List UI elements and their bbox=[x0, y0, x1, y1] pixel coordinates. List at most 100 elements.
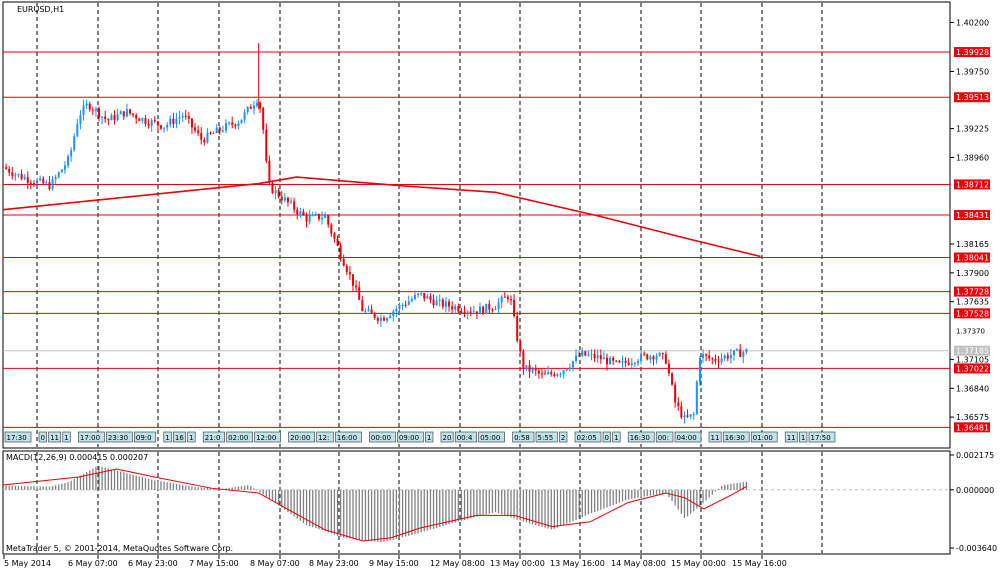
price-tick-label: 1.39225 bbox=[956, 125, 989, 134]
candle-body bbox=[110, 115, 113, 121]
event-marker-label: 01:00 bbox=[753, 434, 773, 442]
event-marker-label: 1 bbox=[189, 434, 193, 442]
candle-body bbox=[401, 304, 404, 306]
candle-body bbox=[398, 304, 401, 309]
candle-body bbox=[441, 299, 444, 307]
event-marker bbox=[288, 431, 315, 443]
level-price-label: 1.38431 bbox=[956, 211, 989, 220]
event-marker-label: 2 bbox=[561, 434, 565, 442]
event-marker-label: 0 bbox=[605, 434, 609, 442]
event-marker bbox=[316, 431, 334, 443]
candle-body bbox=[720, 358, 723, 362]
level-price-tag bbox=[954, 363, 990, 374]
candle-body bbox=[128, 109, 131, 114]
candle-body bbox=[500, 296, 503, 303]
candle-body bbox=[736, 349, 739, 351]
candle-body bbox=[435, 300, 438, 306]
candle-body bbox=[745, 349, 748, 353]
candle-body bbox=[178, 117, 181, 119]
candle-body bbox=[286, 197, 289, 203]
event-marker bbox=[38, 431, 47, 443]
candle-body bbox=[522, 351, 525, 369]
candle-body bbox=[698, 357, 701, 382]
candle-body bbox=[249, 106, 252, 109]
candle-body bbox=[417, 293, 420, 295]
event-marker bbox=[173, 431, 186, 443]
event-marker-label: 16:30 bbox=[725, 434, 745, 442]
candle-body bbox=[708, 355, 711, 359]
candle-body bbox=[584, 351, 587, 356]
price-tick-label: 1.38165 bbox=[956, 240, 989, 249]
event-marker-label: 05:00 bbox=[480, 434, 500, 442]
current-price-tag bbox=[954, 345, 990, 356]
candle-body bbox=[231, 122, 234, 125]
event-marker-label: 1 bbox=[64, 434, 68, 442]
candle-body bbox=[599, 355, 602, 360]
candle-body bbox=[88, 103, 91, 110]
event-marker-label: 02:05 bbox=[577, 434, 597, 442]
candle-body bbox=[54, 177, 57, 180]
event-marker-label: 09:0 bbox=[136, 434, 152, 442]
candle-body bbox=[593, 353, 596, 359]
candle-body bbox=[76, 123, 79, 137]
candle-body bbox=[444, 301, 447, 307]
event-marker-label: 00:4 bbox=[457, 434, 473, 442]
candle-body bbox=[646, 354, 649, 360]
candle-body bbox=[175, 118, 178, 124]
candle-body bbox=[259, 102, 262, 109]
candle-body bbox=[203, 139, 206, 143]
price-pane-frame bbox=[2, 1, 951, 449]
candle-body bbox=[742, 352, 745, 357]
candle-body bbox=[321, 217, 324, 220]
candle-body bbox=[407, 301, 410, 305]
event-marker bbox=[535, 431, 558, 443]
event-marker bbox=[612, 431, 621, 443]
candle-body bbox=[376, 317, 379, 321]
candle-body bbox=[339, 245, 342, 259]
candle-body bbox=[624, 360, 627, 363]
candle-body bbox=[457, 306, 460, 312]
level-price-tag bbox=[954, 47, 990, 58]
candle-body bbox=[308, 215, 311, 222]
candle-body bbox=[32, 183, 35, 185]
candle-body bbox=[348, 272, 351, 275]
candle-body bbox=[243, 112, 246, 120]
candle-body bbox=[101, 116, 104, 118]
candle-body bbox=[314, 213, 317, 215]
candle-body bbox=[246, 106, 249, 113]
candle-body bbox=[147, 123, 150, 126]
event-markers[interactable]: 17:30 0 11 1 17:00 23:30 09:0 1 16 1 21:0 02:00 12:0… bbox=[4, 431, 836, 443]
event-marker-label: 23:30 bbox=[108, 434, 128, 442]
candle-body bbox=[606, 357, 609, 365]
moving-average-path bbox=[2, 176, 761, 258]
event-marker bbox=[202, 431, 225, 443]
candle-body bbox=[528, 365, 531, 372]
event-marker-label: 11 bbox=[50, 434, 59, 442]
candle-body bbox=[516, 316, 519, 341]
event-marker bbox=[163, 431, 172, 443]
macd-axis: 0.002175 0.000000 -0.003640 bbox=[950, 451, 997, 553]
time-tick-label: 7 May 15:00 bbox=[189, 559, 239, 568]
candle-body bbox=[240, 119, 243, 124]
moving-average-line bbox=[2, 176, 761, 258]
time-tick-label: 13 May 00:00 bbox=[490, 559, 545, 568]
candle-body bbox=[153, 120, 156, 122]
candle-body bbox=[255, 102, 258, 106]
macd-indicator bbox=[2, 466, 950, 543]
event-marker bbox=[799, 431, 808, 443]
candle-body bbox=[122, 111, 125, 117]
candle-body bbox=[382, 317, 385, 321]
event-marker-label: 1 bbox=[165, 434, 169, 442]
candle-body bbox=[14, 174, 17, 176]
candle-body bbox=[82, 105, 85, 116]
event-marker-label: 11 bbox=[711, 434, 720, 442]
candle-body bbox=[571, 361, 574, 368]
vertical-grid bbox=[36, 3, 823, 553]
candle-body bbox=[144, 118, 147, 124]
time-tick-label: 8 May 07:00 bbox=[250, 559, 300, 568]
event-marker-label: 1 bbox=[801, 434, 805, 442]
event-marker bbox=[722, 431, 750, 443]
candle-body bbox=[367, 309, 370, 311]
candle-body bbox=[680, 406, 683, 418]
